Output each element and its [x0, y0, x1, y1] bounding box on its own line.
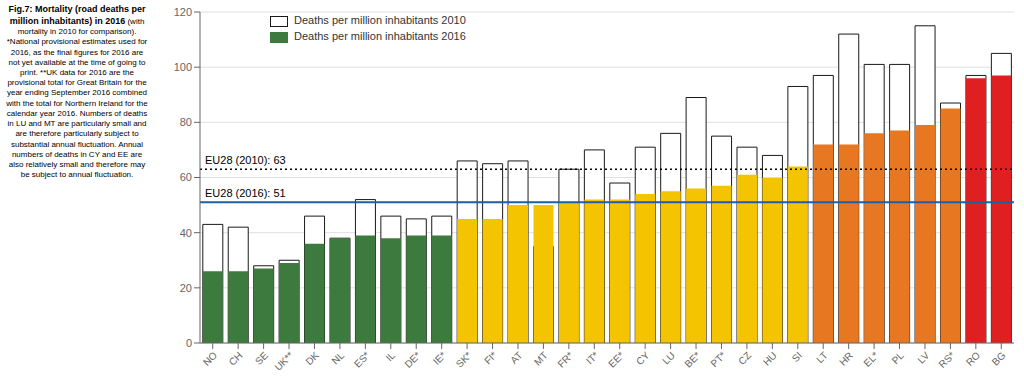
svg-text:BG: BG [990, 350, 1008, 368]
svg-text:EE*: EE* [606, 350, 626, 370]
svg-text:40: 40 [180, 227, 192, 239]
svg-text:100: 100 [174, 61, 192, 73]
svg-text:20: 20 [180, 282, 192, 294]
svg-text:SE: SE [253, 349, 270, 366]
svg-text:LT: LT [814, 350, 830, 366]
svg-text:PL: PL [890, 349, 907, 366]
svg-text:DK: DK [303, 349, 321, 367]
svg-text:LU: LU [660, 350, 677, 367]
svg-text:HR: HR [837, 350, 855, 368]
svg-text:FR*: FR* [555, 350, 575, 370]
svg-text:RO: RO [964, 349, 983, 368]
svg-text:80: 80 [180, 116, 192, 128]
svg-text:SI: SI [790, 350, 804, 364]
svg-text:MT: MT [532, 350, 550, 368]
svg-text:CY: CY [634, 349, 652, 367]
svg-text:EU28 (2016): 51: EU28 (2016): 51 [205, 187, 286, 199]
svg-text:HU: HU [761, 350, 779, 368]
svg-text:CZ: CZ [736, 350, 753, 367]
svg-text:ES*: ES* [352, 350, 372, 370]
svg-text:NL: NL [330, 349, 347, 366]
svg-text:EU28 (2010): 63: EU28 (2010): 63 [205, 154, 286, 166]
html-text:Deaths per million inhabitants: Deaths per million inhabitants 2010 [294, 14, 466, 26]
svg-text:120: 120 [174, 6, 192, 18]
svg-text:UK**: UK** [272, 350, 295, 373]
svg-text:NO: NO [201, 349, 220, 368]
svg-text:DE*: DE* [402, 350, 422, 370]
html-text:Deaths per million inhabitants: Deaths per million inhabitants 2016 [294, 30, 466, 42]
svg-text:AT: AT [508, 350, 524, 366]
svg-text:PT*: PT* [708, 350, 728, 370]
svg-text:FI*: FI* [482, 350, 499, 367]
html-text:Fig.7: Mortality (road deaths: Fig.7: Mortality (road deaths per millio… [6, 4, 148, 180]
svg-text:IE*: IE* [431, 350, 448, 367]
svg-text:IT*: IT* [584, 350, 601, 367]
svg-text:BE*: BE* [683, 350, 703, 370]
svg-text:0: 0 [186, 337, 192, 349]
svg-text:CH: CH [227, 350, 245, 368]
svg-text:RS*: RS* [936, 350, 956, 370]
svg-text:LV: LV [915, 349, 931, 365]
svg-text:EL*: EL* [861, 350, 880, 369]
svg-text:60: 60 [180, 171, 192, 183]
svg-text:IL: IL [384, 349, 398, 363]
svg-text:SK*: SK* [454, 350, 474, 370]
